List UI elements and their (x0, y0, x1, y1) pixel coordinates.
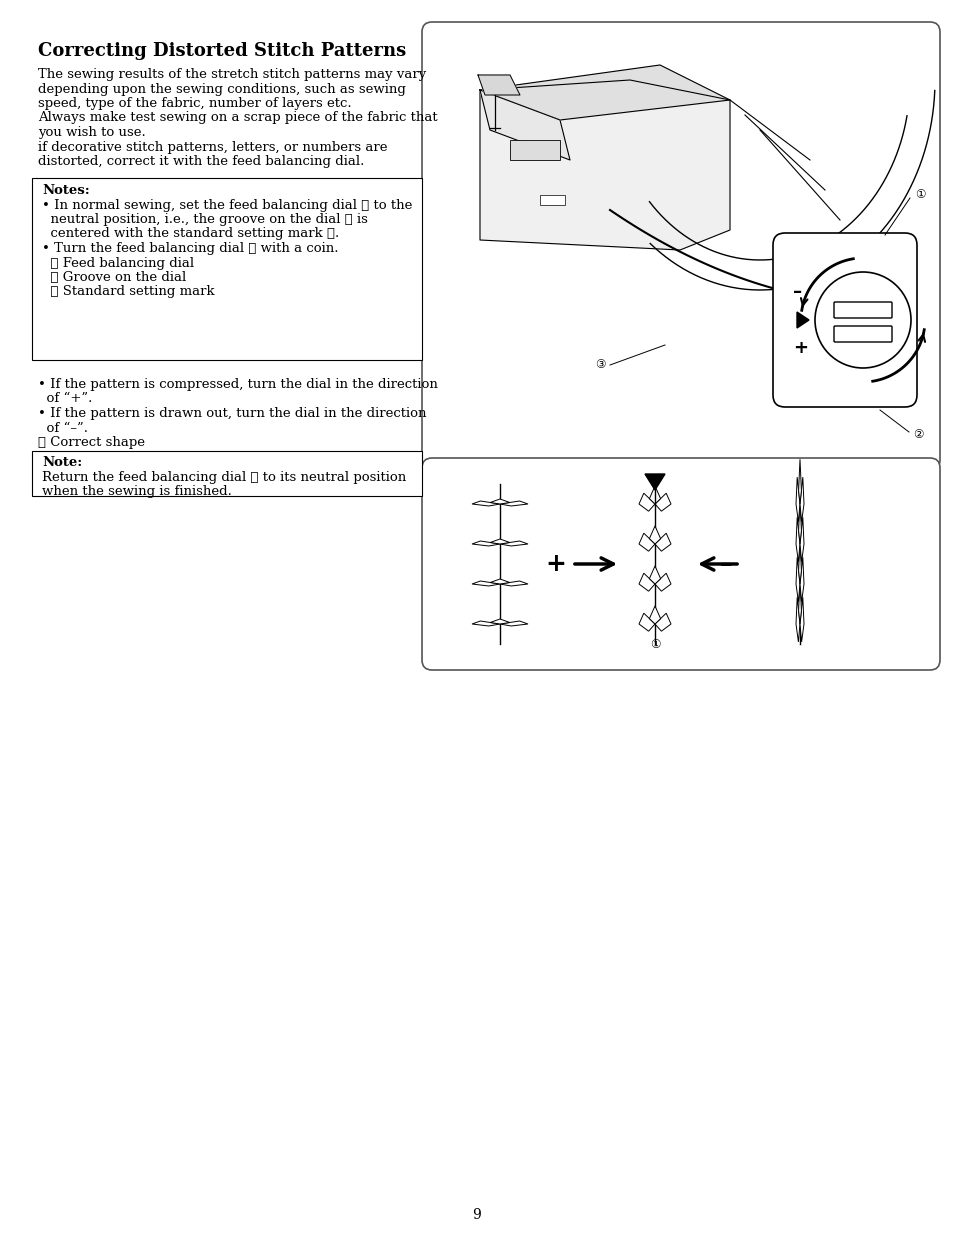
Text: 9: 9 (472, 1208, 481, 1221)
Text: ①: ① (649, 639, 659, 651)
Polygon shape (655, 494, 670, 511)
Text: speed, type of the fabric, number of layers etc.: speed, type of the fabric, number of lay… (38, 97, 352, 110)
Text: –: – (792, 283, 801, 301)
Polygon shape (655, 533, 670, 552)
Polygon shape (499, 501, 527, 506)
Polygon shape (644, 474, 664, 490)
Text: Return the feed balancing dial ① to its neutral position: Return the feed balancing dial ① to its … (42, 470, 406, 484)
Polygon shape (798, 579, 801, 624)
Text: Note:: Note: (42, 456, 82, 469)
Polygon shape (798, 539, 801, 584)
Text: ③: ③ (594, 358, 604, 372)
Polygon shape (795, 517, 800, 562)
Text: of “–”.: of “–”. (38, 422, 88, 434)
Polygon shape (490, 539, 509, 544)
Polygon shape (639, 573, 655, 591)
Polygon shape (472, 541, 499, 546)
Polygon shape (795, 557, 800, 601)
Text: ③ Standard setting mark: ③ Standard setting mark (42, 285, 214, 299)
Polygon shape (655, 573, 670, 591)
Text: Notes:: Notes: (42, 184, 90, 197)
Text: –: – (719, 552, 732, 577)
Polygon shape (477, 74, 519, 95)
Text: +: + (545, 552, 566, 577)
Text: Always make test sewing on a scrap piece of the fabric that: Always make test sewing on a scrap piece… (38, 112, 437, 124)
Text: ① Correct shape: ① Correct shape (38, 436, 145, 449)
Polygon shape (479, 91, 569, 160)
Polygon shape (798, 500, 801, 544)
Text: of “+”.: of “+”. (38, 393, 92, 405)
Text: ①: ① (914, 188, 924, 201)
Polygon shape (499, 541, 527, 546)
Polygon shape (649, 526, 659, 544)
Bar (539, 195, 564, 205)
Bar (32, 179, 421, 360)
Polygon shape (639, 494, 655, 511)
Polygon shape (639, 614, 655, 631)
Polygon shape (490, 579, 509, 584)
Text: ① Feed balancing dial: ① Feed balancing dial (42, 257, 193, 269)
Polygon shape (649, 606, 659, 624)
Text: Correcting Distorted Stitch Patterns: Correcting Distorted Stitch Patterns (38, 42, 406, 60)
Text: ②: ② (912, 429, 923, 441)
Polygon shape (796, 312, 808, 329)
Polygon shape (479, 64, 729, 120)
Text: distorted, correct it with the feed balancing dial.: distorted, correct it with the feed bala… (38, 155, 364, 167)
Text: ② Groove on the dial: ② Groove on the dial (42, 272, 186, 284)
Text: centered with the standard setting mark ③.: centered with the standard setting mark … (42, 227, 339, 241)
Polygon shape (472, 501, 499, 506)
Text: • If the pattern is drawn out, turn the dial in the direction: • If the pattern is drawn out, turn the … (38, 407, 426, 420)
Text: depending upon the sewing conditions, such as sewing: depending upon the sewing conditions, su… (38, 83, 405, 95)
Polygon shape (490, 498, 509, 503)
Text: you wish to use.: you wish to use. (38, 126, 146, 139)
FancyBboxPatch shape (833, 326, 891, 342)
Polygon shape (649, 486, 659, 503)
Polygon shape (649, 565, 659, 584)
Text: neutral position, i.e., the groove on the dial ② is: neutral position, i.e., the groove on th… (42, 213, 368, 226)
Polygon shape (490, 619, 509, 624)
FancyBboxPatch shape (421, 458, 939, 670)
Polygon shape (499, 621, 527, 626)
Polygon shape (472, 621, 499, 626)
Polygon shape (800, 517, 803, 562)
FancyBboxPatch shape (421, 22, 939, 470)
Polygon shape (499, 582, 527, 587)
Polygon shape (472, 582, 499, 587)
Text: The sewing results of the stretch stitch patterns may vary: The sewing results of the stretch stitch… (38, 68, 426, 81)
FancyBboxPatch shape (833, 303, 891, 317)
Text: • If the pattern is compressed, turn the dial in the direction: • If the pattern is compressed, turn the… (38, 378, 437, 391)
Circle shape (814, 272, 910, 368)
Polygon shape (639, 533, 655, 552)
Text: +: + (792, 339, 807, 357)
Polygon shape (798, 459, 801, 503)
Polygon shape (795, 598, 800, 642)
Polygon shape (655, 614, 670, 631)
Text: • Turn the feed balancing dial ① with a coin.: • Turn the feed balancing dial ① with a … (42, 242, 338, 255)
Text: when the sewing is finished.: when the sewing is finished. (42, 485, 232, 498)
Polygon shape (479, 81, 729, 250)
Text: • In normal sewing, set the feed balancing dial ① to the: • In normal sewing, set the feed balanci… (42, 198, 412, 212)
Polygon shape (800, 477, 803, 522)
Polygon shape (800, 598, 803, 642)
FancyBboxPatch shape (772, 233, 916, 407)
Bar (510, 140, 559, 160)
Polygon shape (795, 477, 800, 522)
Text: if decorative stitch patterns, letters, or numbers are: if decorative stitch patterns, letters, … (38, 140, 387, 154)
Polygon shape (800, 557, 803, 601)
Bar (32, 451, 421, 496)
